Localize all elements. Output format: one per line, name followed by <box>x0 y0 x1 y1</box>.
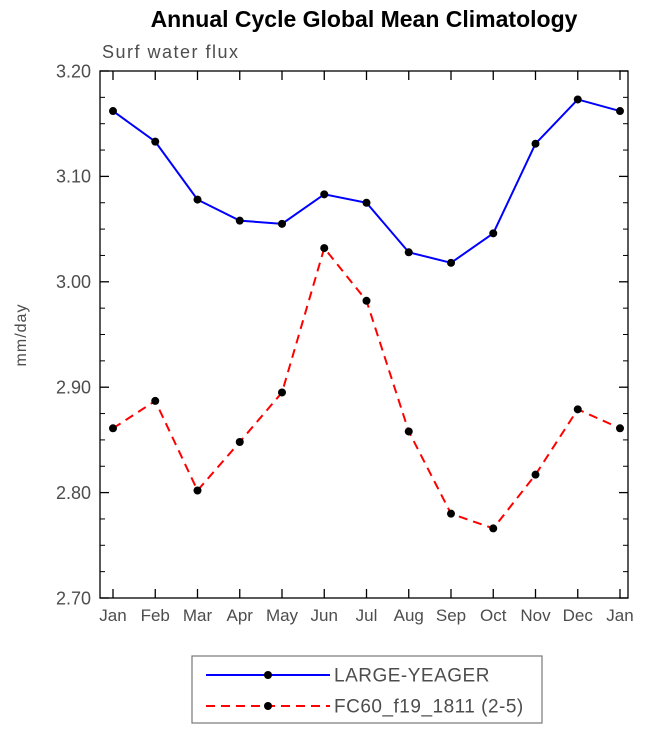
data-point-series-0 <box>616 107 624 116</box>
legend-item-fc60: FC60_f19_1811 (2-5) <box>206 697 524 718</box>
legend: LARGE-YEAGER FC60_f19_1811 (2-5) <box>191 655 543 724</box>
data-point-series-0 <box>151 137 160 146</box>
series-line-0 <box>112 98 621 264</box>
x-tick-label: Apr <box>227 606 254 625</box>
y-tick-label: 3.00 <box>56 272 91 292</box>
x-tick-label: Jul <box>356 606 378 625</box>
x-tick-label: Sep <box>436 606 466 625</box>
data-point-series-0 <box>235 216 244 225</box>
series-line-1 <box>112 245 621 530</box>
data-point-series-1 <box>404 427 413 436</box>
data-point-series-1 <box>320 244 329 253</box>
legend-marker-dot-icon <box>264 671 272 679</box>
x-tick-label: Jun <box>311 606 338 625</box>
data-point-series-1 <box>573 405 582 414</box>
y-tick-label: 2.90 <box>56 378 91 398</box>
plot-area: 2.70 2.80 2.90 3.00 3.10 3.20 Jan Feb Mar Apr May J… <box>56 61 634 625</box>
data-point-series-0 <box>404 248 413 257</box>
x-tick-label: Jan <box>99 606 126 625</box>
plot-box <box>99 70 629 599</box>
legend-marker-dot-icon <box>264 702 272 710</box>
x-tick-label: Aug <box>394 606 424 625</box>
data-point-series-0 <box>531 139 540 148</box>
data-point-series-0 <box>320 190 329 199</box>
data-point-series-1 <box>193 486 202 495</box>
x-tick-label: Feb <box>141 606 170 625</box>
y-tick-label: 3.20 <box>56 61 91 81</box>
data-point-series-0 <box>193 195 202 204</box>
y-tick-label: 3.10 <box>56 167 91 187</box>
y-axis-label: mm/day <box>13 304 30 367</box>
data-point-series-1 <box>109 424 117 433</box>
data-point-series-0 <box>573 95 582 104</box>
data-point-series-0 <box>447 258 455 267</box>
x-tick-label: Jan <box>606 606 633 625</box>
data-point-series-0 <box>278 219 286 228</box>
x-tick-label: Dec <box>563 606 594 625</box>
data-point-series-1 <box>362 296 371 305</box>
data-point-series-1 <box>235 438 244 447</box>
data-point-series-1 <box>616 424 624 433</box>
chart-subtitle-left-string: Surf water flux <box>102 42 240 62</box>
x-tick-label: Oct <box>480 606 507 625</box>
data-point-series-1 <box>278 388 286 397</box>
legend-label-series-0: LARGE-YEAGER <box>334 666 490 687</box>
data-point-series-1 <box>447 509 455 518</box>
x-tick-label: May <box>266 606 299 625</box>
x-tick-label: Mar <box>183 606 213 625</box>
legend-label-series-1: FC60_f19_1811 (2-5) <box>334 697 524 718</box>
data-point-series-0 <box>489 229 498 238</box>
data-point-series-1 <box>531 470 540 479</box>
chart-title: Annual Cycle Global Mean Climatology <box>151 6 578 32</box>
y-tick-label: 2.70 <box>56 588 91 608</box>
data-point-series-1 <box>489 524 498 533</box>
y-tick-label: 2.80 <box>56 483 91 503</box>
legend-item-large-yeager: LARGE-YEAGER <box>206 666 490 687</box>
data-point-series-0 <box>109 107 117 116</box>
data-point-series-1 <box>151 396 160 405</box>
legend-box <box>191 655 543 724</box>
x-tick-label: Nov <box>520 606 551 625</box>
data-point-series-0 <box>362 198 371 207</box>
